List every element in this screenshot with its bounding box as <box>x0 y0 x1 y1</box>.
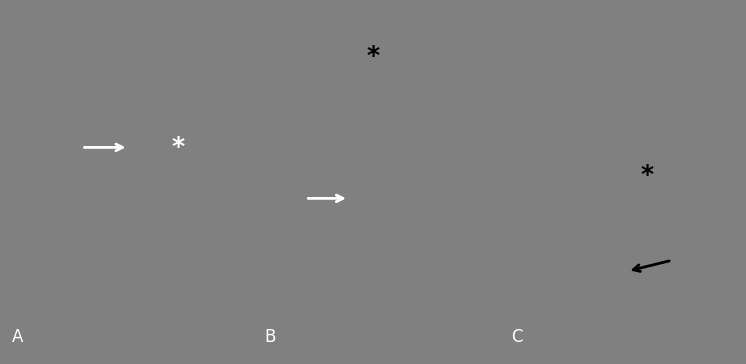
Text: *: * <box>366 44 380 68</box>
Text: C: C <box>512 328 523 346</box>
Text: B: B <box>264 328 275 346</box>
Text: *: * <box>172 135 184 159</box>
Text: A: A <box>13 328 24 346</box>
Text: *: * <box>641 163 653 187</box>
